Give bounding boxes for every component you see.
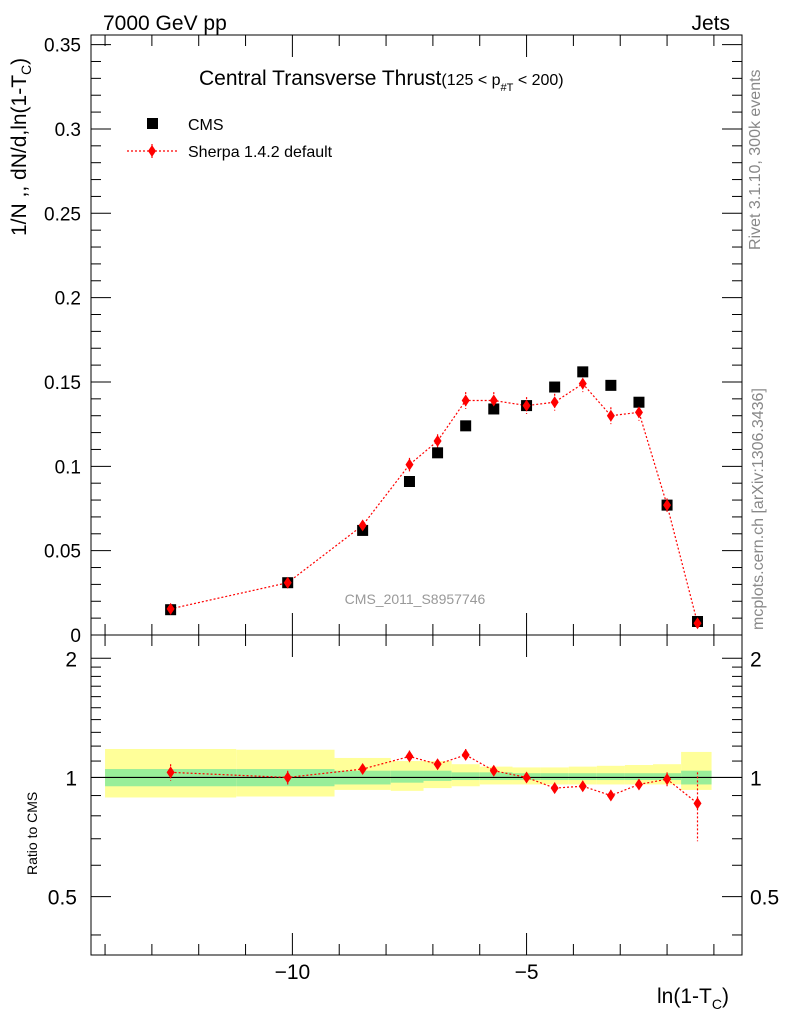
sherpa-point bbox=[358, 519, 367, 532]
sherpa-point bbox=[693, 617, 702, 630]
sherpa-ratio-point bbox=[358, 763, 367, 776]
header-energy-label: 7000 GeV pp bbox=[103, 12, 227, 35]
legend-sherpa-label: Sherpa 1.4.2 default bbox=[188, 144, 333, 161]
ratio-tick-label-right: 2 bbox=[750, 648, 762, 671]
y-axis-label-end: ) bbox=[8, 58, 31, 65]
ratio-band-green bbox=[390, 770, 424, 783]
sherpa-point bbox=[283, 576, 292, 589]
sherpa-ratio-point bbox=[663, 773, 672, 786]
mcplots-label: mcplots.cern.ch [arXiv:1306.3436] bbox=[750, 388, 767, 630]
ratio-series bbox=[166, 748, 702, 842]
legend-cms-label: CMS bbox=[188, 117, 224, 134]
ratio-tick-label-right: 0.5 bbox=[750, 887, 779, 910]
ratio-uncertainty-bands bbox=[91, 748, 742, 798]
x-axis-label: ln(1-TC) bbox=[657, 985, 729, 1012]
y-tick-label: 0.1 bbox=[55, 457, 81, 478]
legend-sherpa-marker bbox=[148, 145, 156, 157]
ratio-tick-label: 1 bbox=[65, 767, 77, 790]
cms-point bbox=[460, 420, 472, 432]
y-tick-label: 0.2 bbox=[55, 289, 81, 310]
sherpa-ratio-point bbox=[433, 758, 442, 771]
ratio-band-green bbox=[568, 773, 597, 781]
chart-title: Central Transverse Thrust(125 < p#T < 20… bbox=[199, 67, 564, 94]
main-y-ticks: 0 0.05 0.1 0.15 0.2 0.25 0.3 0.35 bbox=[44, 36, 742, 647]
y-tick-label: 0.25 bbox=[44, 204, 81, 225]
y-axis-label-sub: C bbox=[18, 65, 34, 75]
chart-title-main: Central Transverse Thrust bbox=[199, 67, 442, 90]
x-axis-ticks: −10 −5 bbox=[104, 35, 715, 984]
main-panel: 0 0.05 0.1 0.15 0.2 0.25 0.3 0.35 CMS_2011_S895… bbox=[44, 34, 743, 647]
sherpa-point bbox=[634, 406, 643, 419]
y-tick-label: 0.05 bbox=[44, 542, 81, 563]
ratio-band-green bbox=[596, 773, 625, 781]
y-axis-label: 1/N ,, dN/d,ln(1-TC) bbox=[8, 58, 34, 236]
rivet-label: Rivet 3.1.10, 300k events bbox=[747, 69, 764, 250]
y-tick-label: 0 bbox=[70, 626, 81, 647]
x-axis-label-main: ln(1-T bbox=[657, 985, 712, 1008]
sherpa-ratio-point bbox=[550, 782, 559, 795]
cms-point bbox=[432, 447, 444, 459]
sherpa-ratio-point bbox=[634, 778, 643, 791]
cms-point bbox=[577, 366, 589, 378]
sherpa-ratio-point bbox=[405, 750, 414, 763]
cms-point bbox=[605, 379, 617, 391]
sherpa-ratio-line bbox=[170, 754, 698, 804]
sherpa-ratio-point bbox=[693, 797, 702, 810]
sherpa-ratio-point bbox=[606, 789, 615, 802]
ratio-y-ticks: 0.5 0.5 1 1 2 2 bbox=[48, 648, 779, 936]
sherpa-ratio-point bbox=[461, 748, 470, 761]
ratio-band-green bbox=[540, 773, 569, 781]
ratio-band-green bbox=[451, 772, 480, 781]
cms-point bbox=[633, 396, 645, 408]
chart-title-cut: (125 < p bbox=[441, 72, 500, 89]
x-axis-label-sub: C bbox=[712, 996, 722, 1012]
ratio-tick-label-right: 1 bbox=[750, 767, 762, 790]
ratio-band-green bbox=[624, 773, 654, 781]
watermark-group: CMS_2011_S8957746 bbox=[345, 591, 486, 607]
sherpa-ratio-point bbox=[283, 771, 292, 784]
ratio-panel: 0.5 0.5 1 1 2 2 bbox=[48, 634, 779, 956]
x-tick-label: −10 bbox=[275, 961, 311, 984]
cms-point bbox=[549, 381, 561, 393]
cms-point bbox=[488, 403, 500, 415]
sherpa-point bbox=[166, 602, 175, 615]
header-process-label: Jets bbox=[691, 12, 730, 35]
x-axis-label-end: ) bbox=[722, 985, 729, 1008]
y-tick-label: 0.35 bbox=[44, 36, 81, 57]
sherpa-point bbox=[461, 394, 470, 407]
sherpa-ratio-point bbox=[578, 780, 587, 793]
sherpa-ratio-point bbox=[489, 764, 498, 777]
y-tick-label: 0.15 bbox=[44, 373, 81, 394]
sherpa-point bbox=[663, 499, 672, 512]
ratio-y-axis-label: Ratio to CMS bbox=[24, 792, 40, 875]
sherpa-line bbox=[170, 382, 699, 624]
y-axis-label-main: 1/N ,, dN/d,ln(1-T bbox=[8, 75, 31, 236]
ratio-tick-label: 2 bbox=[65, 648, 77, 671]
sherpa-point bbox=[433, 435, 442, 448]
sherpa-point bbox=[489, 394, 498, 407]
sherpa-point bbox=[606, 409, 615, 422]
cms-point bbox=[403, 475, 415, 487]
sherpa-point bbox=[522, 399, 531, 412]
ratio-frame bbox=[90, 634, 743, 956]
sherpa-point bbox=[405, 458, 414, 471]
main-series bbox=[165, 366, 704, 630]
sherpa-ratio-point bbox=[166, 766, 175, 779]
y-tick-label: 0.3 bbox=[55, 120, 81, 141]
sherpa-point bbox=[550, 396, 559, 409]
chart-title-cut-sub: #T bbox=[501, 82, 514, 94]
analysis-watermark: CMS_2011_S8957746 bbox=[345, 591, 486, 607]
ratio-band-green bbox=[423, 770, 452, 781]
legend-cms-marker bbox=[147, 118, 158, 129]
ratio-tick-label: 0.5 bbox=[48, 887, 77, 910]
legend: CMS Sherpa 1.4.2 default bbox=[127, 117, 333, 161]
sherpa-point bbox=[578, 377, 587, 390]
chart-title-cut-end: < 200) bbox=[513, 72, 563, 89]
ratio-band-green bbox=[479, 772, 513, 781]
x-tick-label: −5 bbox=[515, 961, 539, 984]
sherpa-ratio-point bbox=[522, 771, 531, 784]
